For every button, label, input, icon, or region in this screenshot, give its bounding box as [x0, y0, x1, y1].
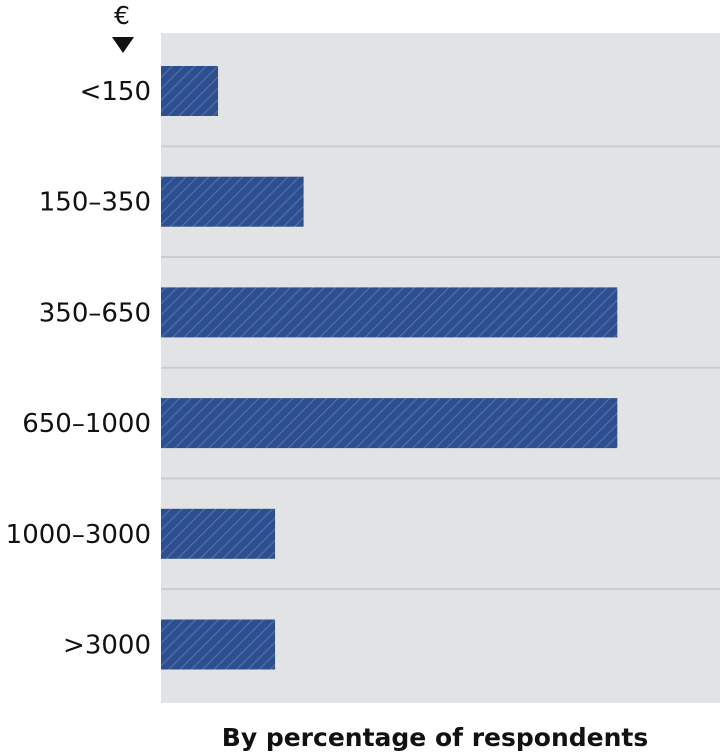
category-tick-label: <150	[80, 77, 151, 107]
bar	[161, 619, 276, 670]
x-axis-label: By percentage of respondents	[222, 723, 648, 752]
bar	[161, 287, 618, 338]
category-tick-labels: <150 150–350 350–650 650–1000 1000–3000 >3000	[6, 77, 151, 661]
down-arrow-icon	[112, 37, 134, 53]
category-tick-label: 650–1000	[22, 409, 151, 439]
category-tick-label: 350–650	[39, 298, 151, 328]
gridlines	[161, 145, 720, 591]
bar	[161, 66, 219, 116]
bar	[161, 176, 304, 227]
category-tick-label: 150–350	[39, 188, 151, 218]
category-tick-label: 1000–3000	[6, 520, 151, 550]
category-tick-label: >3000	[63, 631, 151, 661]
bar	[161, 398, 618, 449]
bars	[161, 66, 618, 670]
unit-label: €	[114, 1, 130, 30]
bar	[161, 508, 276, 559]
